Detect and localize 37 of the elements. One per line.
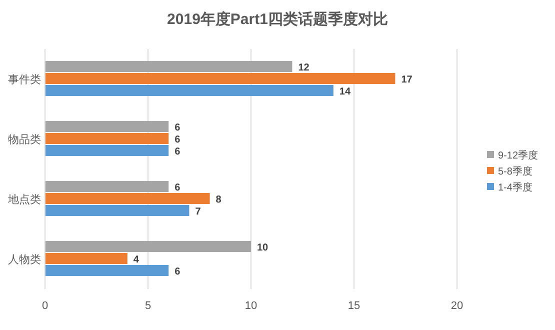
bar xyxy=(45,193,210,204)
data-label: 14 xyxy=(339,86,351,98)
legend-label: 5-8季度 xyxy=(498,166,532,178)
x-tick-label: 5 xyxy=(144,300,152,312)
data-label: 6 xyxy=(174,134,181,146)
bar xyxy=(45,241,251,252)
bar xyxy=(45,73,396,84)
x-tick-label: 15 xyxy=(348,300,360,312)
data-label: 6 xyxy=(174,122,181,134)
data-label: 6 xyxy=(174,182,181,194)
legend-label: 9-12季度 xyxy=(498,150,538,162)
bar xyxy=(45,181,169,192)
bar xyxy=(45,205,190,216)
x-tick-label: 10 xyxy=(244,300,258,312)
data-label: 6 xyxy=(174,146,181,158)
data-label: 10 xyxy=(257,242,269,254)
data-label: 17 xyxy=(401,74,413,86)
bar xyxy=(45,61,292,72)
data-label: 8 xyxy=(216,194,222,206)
y-tick-label: 事件类 xyxy=(8,73,41,86)
data-label: 7 xyxy=(195,206,202,218)
y-tick-label: 物品类 xyxy=(8,133,41,146)
y-tick-label: 地点类 xyxy=(7,193,41,206)
data-label: 12 xyxy=(298,62,310,74)
data-label: 6 xyxy=(174,266,181,278)
y-tick-label: 人物类 xyxy=(8,253,41,266)
x-tick-label: 0 xyxy=(42,300,48,312)
bar xyxy=(45,133,169,144)
bar xyxy=(45,253,128,264)
chart-title: 2019年度Part1四类话题季度对比 xyxy=(167,10,388,28)
bar xyxy=(45,85,334,96)
x-tick-label: 20 xyxy=(450,300,464,312)
bar xyxy=(45,121,169,132)
bar xyxy=(45,145,169,156)
data-label: 4 xyxy=(133,254,140,266)
bar xyxy=(45,265,169,276)
legend-label: 1-4季度 xyxy=(498,182,532,194)
